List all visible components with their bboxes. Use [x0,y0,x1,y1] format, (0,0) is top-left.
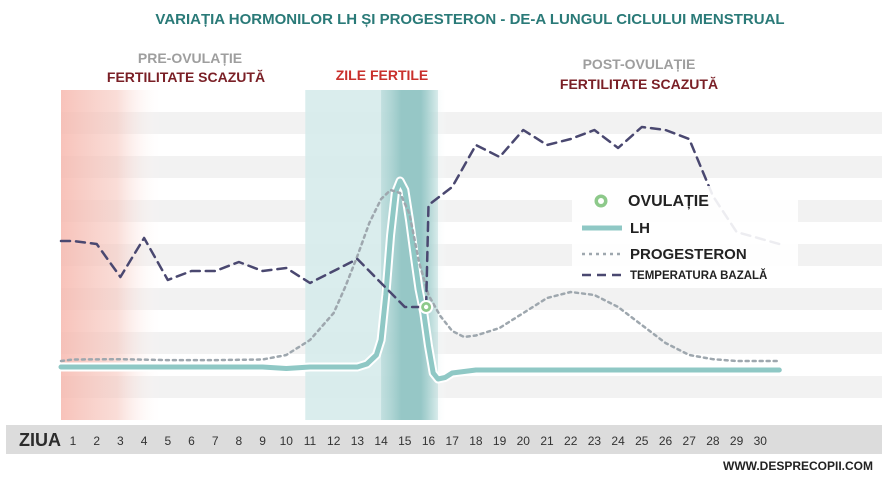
x-tick-label: 2 [93,434,100,448]
x-tick-label: 27 [683,434,697,448]
x-tick-label: 14 [374,434,388,448]
x-tick-label: 12 [327,434,341,448]
x-tick-label: 5 [164,434,171,448]
x-tick-label: 20 [517,434,531,448]
x-tick-label: 4 [141,434,148,448]
ovulation-layer [419,300,434,314]
x-tick-label: 7 [212,434,219,448]
x-tick-label: 9 [259,434,266,448]
lh-line [58,178,782,382]
legend-ovulation-label: OVULAȚIE [628,193,709,210]
x-tick-label: 24 [611,434,625,448]
legend-box [572,186,798,288]
x-axis-label: ZIUA [19,430,61,450]
legend: OVULAȚIE LH PROGESTERON TEMPERATURA BAZA… [572,186,798,288]
pre-ovulation-label: PRE-OVULAȚIE [138,50,242,66]
x-tick-label: 1 [70,434,77,448]
x-tick-label: 19 [493,434,507,448]
ovulation-marker-center [423,304,429,310]
post-ovulation-label: POST-OVULAȚIE [583,56,696,72]
legend-ovulation-marker-center [598,198,604,204]
grid-stripe [61,156,882,178]
legend-temperature-label: TEMPERATURA BAZALĂ [630,269,767,282]
grid-stripe [61,288,882,310]
x-tick-label: 29 [730,434,744,448]
grid-stripe [61,332,882,354]
x-tick-label: 8 [236,434,243,448]
x-tick-label: 10 [280,434,294,448]
x-tick-label: 21 [540,434,554,448]
x-tick-labels: 1 2 3 4 5 6 7 8 9 10 11 12 13 14 15 16 17 18 19 20 21 22 23 24 2… [70,434,768,448]
progesteron-line [59,188,781,363]
legend-lh-label: LH [630,220,650,237]
x-tick-label: 13 [351,434,365,448]
grid-stripe [61,112,882,134]
x-tick-label: 3 [117,434,124,448]
x-tick-label: 22 [564,434,578,448]
x-tick-label: 25 [635,434,649,448]
x-tick-label: 15 [398,434,412,448]
pre-ovulation-fertility: FERTILITATE SCAZUTĂ [107,69,265,85]
x-tick-label: 11 [304,434,317,448]
grid-stripe [61,376,882,398]
x-tick-label: 26 [659,434,673,448]
temperature-line [59,125,781,309]
series-layer [58,125,782,384]
fertile-days-label: ZILE FERTILE [336,67,429,83]
x-tick-label: 6 [188,434,195,448]
site-watermark: WWW.DESPRECOPII.COM [723,459,873,473]
x-tick-label: 28 [706,434,720,448]
x-tick-label: 30 [754,434,768,448]
legend-progesteron-label: PROGESTERON [630,246,747,263]
x-axis-band [6,425,882,454]
x-tick-label: 18 [469,434,483,448]
x-tick-label: 23 [588,434,602,448]
post-ovulation-fertility: FERTILITATE SCAZUTĂ [560,76,718,92]
x-tick-label: 16 [422,434,436,448]
chart-title: VARIAȚIA HORMONILOR LH ȘI PROGESTERON - … [155,11,784,28]
x-tick-label: 17 [446,434,460,448]
